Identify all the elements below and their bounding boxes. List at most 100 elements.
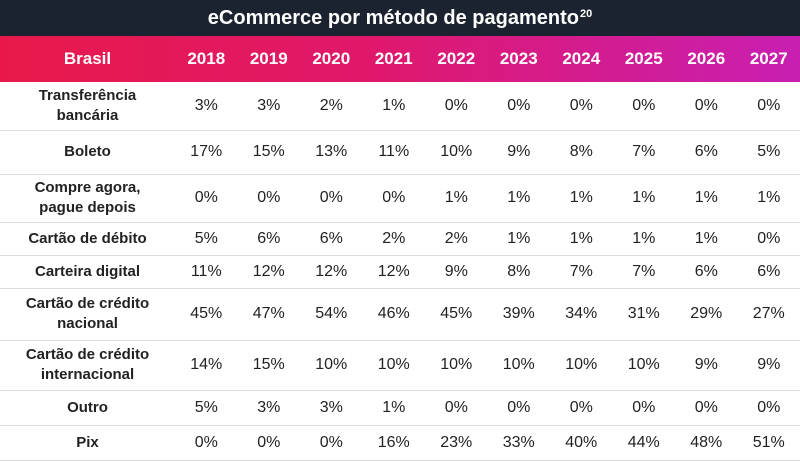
cell: 7% bbox=[550, 255, 613, 288]
cell: 15% bbox=[238, 340, 301, 390]
cell: 7% bbox=[613, 130, 676, 174]
cell: 40% bbox=[550, 425, 613, 460]
cell: 13% bbox=[300, 130, 363, 174]
cell: 0% bbox=[675, 390, 738, 425]
row-label: Cartão de crédito nacional bbox=[0, 288, 175, 340]
cell: 15% bbox=[238, 130, 301, 174]
cell: 2% bbox=[300, 82, 363, 130]
cell: 2% bbox=[425, 222, 488, 255]
cell: 0% bbox=[425, 390, 488, 425]
cell: 44% bbox=[613, 425, 676, 460]
cell: 3% bbox=[238, 390, 301, 425]
cell: 1% bbox=[675, 222, 738, 255]
cell: 6% bbox=[675, 130, 738, 174]
title: eCommerce por método de pagamento bbox=[208, 7, 579, 30]
column-header: 2023 bbox=[488, 36, 551, 82]
row-label: Pix bbox=[0, 425, 175, 460]
cell: 9% bbox=[488, 130, 551, 174]
cell: 11% bbox=[175, 255, 238, 288]
cell: 0% bbox=[300, 425, 363, 460]
cell: 1% bbox=[613, 222, 676, 255]
cell: 0% bbox=[488, 390, 551, 425]
cell: 0% bbox=[175, 174, 238, 222]
column-header: 2020 bbox=[300, 36, 363, 82]
cell: 0% bbox=[363, 174, 426, 222]
cell: 1% bbox=[550, 222, 613, 255]
cell: 10% bbox=[363, 340, 426, 390]
cell: 1% bbox=[488, 174, 551, 222]
cell: 1% bbox=[488, 222, 551, 255]
row-label: Cartão de crédito internacional bbox=[0, 340, 175, 390]
cell: 0% bbox=[238, 174, 301, 222]
cell: 0% bbox=[675, 82, 738, 130]
cell: 3% bbox=[300, 390, 363, 425]
cell: 0% bbox=[175, 425, 238, 460]
cell: 7% bbox=[613, 255, 676, 288]
cell: 45% bbox=[175, 288, 238, 340]
cell: 29% bbox=[675, 288, 738, 340]
cell: 0% bbox=[300, 174, 363, 222]
cell: 0% bbox=[550, 82, 613, 130]
cell: 6% bbox=[238, 222, 301, 255]
column-header: Brasil bbox=[0, 36, 175, 82]
cell: 12% bbox=[238, 255, 301, 288]
cell: 1% bbox=[613, 174, 676, 222]
cell: 1% bbox=[363, 82, 426, 130]
cell: 39% bbox=[488, 288, 551, 340]
cell: 0% bbox=[425, 82, 488, 130]
column-header: 2022 bbox=[425, 36, 488, 82]
cell: 0% bbox=[488, 82, 551, 130]
cell: 0% bbox=[738, 390, 800, 425]
cell: 9% bbox=[675, 340, 738, 390]
cell: 1% bbox=[550, 174, 613, 222]
cell: 1% bbox=[738, 174, 800, 222]
cell: 3% bbox=[175, 82, 238, 130]
cell: 1% bbox=[425, 174, 488, 222]
cell: 14% bbox=[175, 340, 238, 390]
column-header: 2024 bbox=[550, 36, 613, 82]
cell: 34% bbox=[550, 288, 613, 340]
cell: 2% bbox=[363, 222, 426, 255]
cell: 12% bbox=[300, 255, 363, 288]
cell: 6% bbox=[300, 222, 363, 255]
cell: 10% bbox=[425, 130, 488, 174]
cell: 27% bbox=[738, 288, 800, 340]
cell: 10% bbox=[425, 340, 488, 390]
column-header: 2019 bbox=[238, 36, 301, 82]
cell: 33% bbox=[488, 425, 551, 460]
cell: 16% bbox=[363, 425, 426, 460]
row-label: Cartão de débito bbox=[0, 222, 175, 255]
cell: 11% bbox=[363, 130, 426, 174]
cell: 10% bbox=[488, 340, 551, 390]
cell: 8% bbox=[550, 130, 613, 174]
cell: 1% bbox=[363, 390, 426, 425]
cell: 3% bbox=[238, 82, 301, 130]
cell: 8% bbox=[488, 255, 551, 288]
cell: 47% bbox=[238, 288, 301, 340]
column-header: 2025 bbox=[613, 36, 676, 82]
cell: 10% bbox=[550, 340, 613, 390]
cell: 0% bbox=[738, 82, 800, 130]
cell: 12% bbox=[363, 255, 426, 288]
cell: 6% bbox=[675, 255, 738, 288]
row-label: Compre agora, pague depois bbox=[0, 174, 175, 222]
column-header: 2027 bbox=[738, 36, 800, 82]
cell: 5% bbox=[175, 222, 238, 255]
row-label: Outro bbox=[0, 390, 175, 425]
cell: 45% bbox=[425, 288, 488, 340]
cell: 0% bbox=[613, 390, 676, 425]
cell: 6% bbox=[738, 255, 800, 288]
row-label: Boleto bbox=[0, 130, 175, 174]
